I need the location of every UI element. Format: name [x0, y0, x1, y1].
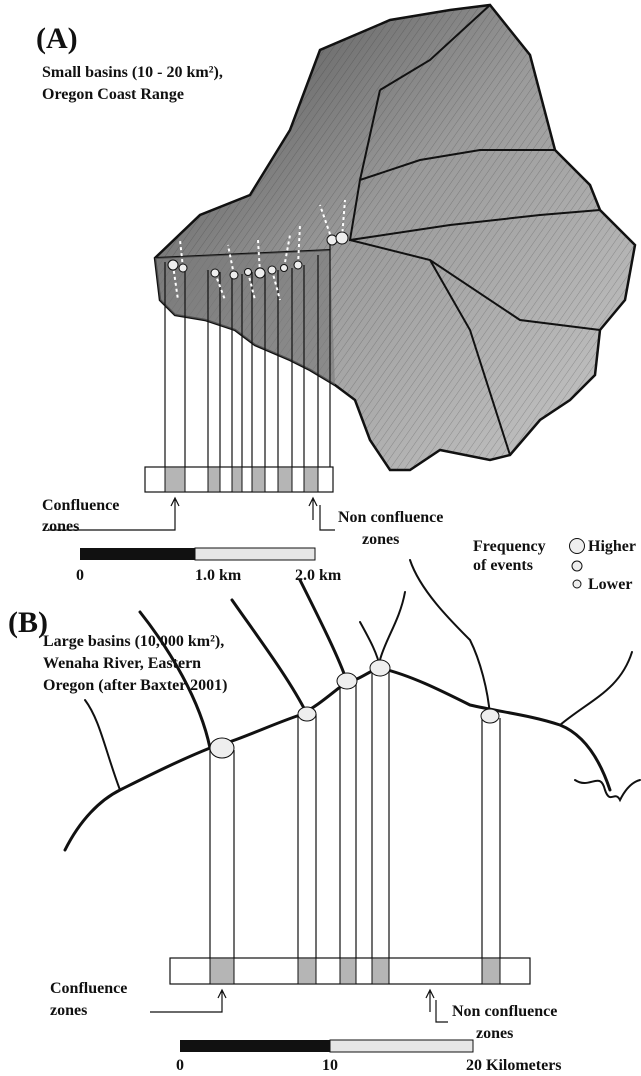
scale-bar	[80, 547, 316, 561]
event-circles	[209, 659, 500, 759]
non-confluence-label: Non confluence	[452, 1003, 557, 1020]
confluence-label: zones	[50, 1002, 87, 1019]
caption: Wenaha River, Eastern	[43, 655, 201, 672]
confluence-label: Confluence	[42, 497, 119, 514]
legend: Frequency of events Higher Lower	[473, 538, 636, 593]
caption: Large basins (10,000 km²),	[43, 633, 224, 650]
scale-label: 0	[176, 1057, 184, 1074]
legend-title: Frequency	[473, 538, 546, 555]
scale-label: 0	[76, 567, 84, 584]
zone-strip	[169, 957, 531, 985]
legend-item: Higher	[588, 538, 636, 555]
scale-label: 10	[322, 1057, 338, 1074]
confluence-label: Confluence	[50, 980, 127, 997]
non-confluence-label: Non confluence	[338, 509, 443, 526]
caption: Small basins (10 - 20 km²),	[42, 64, 223, 81]
caption: Oregon (after Baxter 2001)	[43, 677, 227, 694]
non-confluence-label: zones	[362, 531, 399, 548]
legend-item: Lower	[588, 576, 632, 593]
panel-label: (A)	[36, 22, 78, 55]
event-circles	[167, 231, 349, 280]
scale-label: 2.0 km	[295, 567, 342, 584]
river-network	[63, 559, 641, 852]
scale-label: 20 Kilometers	[466, 1057, 562, 1074]
confluence-label: zones	[42, 518, 79, 535]
basin-terrain	[153, 3, 637, 472]
caption: Oregon Coast Range	[42, 86, 184, 103]
projection-lines	[209, 670, 501, 958]
flow-paths	[172, 199, 346, 301]
panel-b: (B) Large basins (10,000 km²), Wenaha Ri…	[8, 559, 641, 1074]
arrows	[48, 496, 335, 531]
scale-bar	[180, 1039, 474, 1053]
zone-strip	[144, 466, 334, 493]
scale-label: 1.0 km	[195, 567, 242, 584]
panel-label: (B)	[8, 606, 48, 639]
legend-title: of events	[473, 557, 533, 574]
projection-lines	[164, 245, 331, 467]
panel-a: (A) Small basins (10 - 20 km²), Oregon C…	[36, 3, 637, 593]
arrows	[150, 988, 448, 1023]
non-confluence-label: zones	[476, 1025, 513, 1042]
